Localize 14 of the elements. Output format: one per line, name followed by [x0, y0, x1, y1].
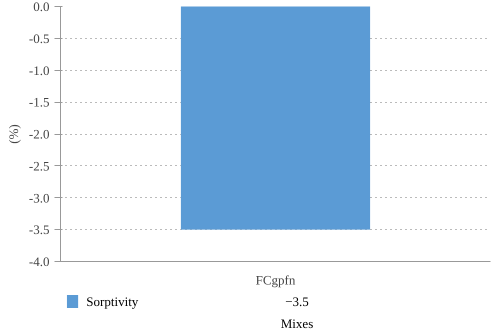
- text: −3.5: [285, 294, 309, 309]
- legend-label: Sorptivity: [86, 294, 139, 309]
- y-tick-label: -2.5: [28, 158, 50, 174]
- y-tick-label: -3.5: [28, 222, 50, 238]
- y-tick-label: -4.0: [28, 254, 50, 269]
- y-tick-label: -1.5: [28, 94, 50, 110]
- x-axis-title: Mixes: [280, 316, 314, 331]
- y-tick-label: 0.0: [33, 0, 50, 14]
- x-tick-label: FCgpfn: [256, 272, 296, 288]
- y-tick-label: -1.0: [28, 62, 50, 78]
- y-tick-label: -0.5: [28, 30, 50, 46]
- y-axis-title: (%): [6, 124, 21, 144]
- y-tick-label: -3.0: [28, 190, 50, 206]
- y-tick-label: -2.0: [28, 126, 50, 142]
